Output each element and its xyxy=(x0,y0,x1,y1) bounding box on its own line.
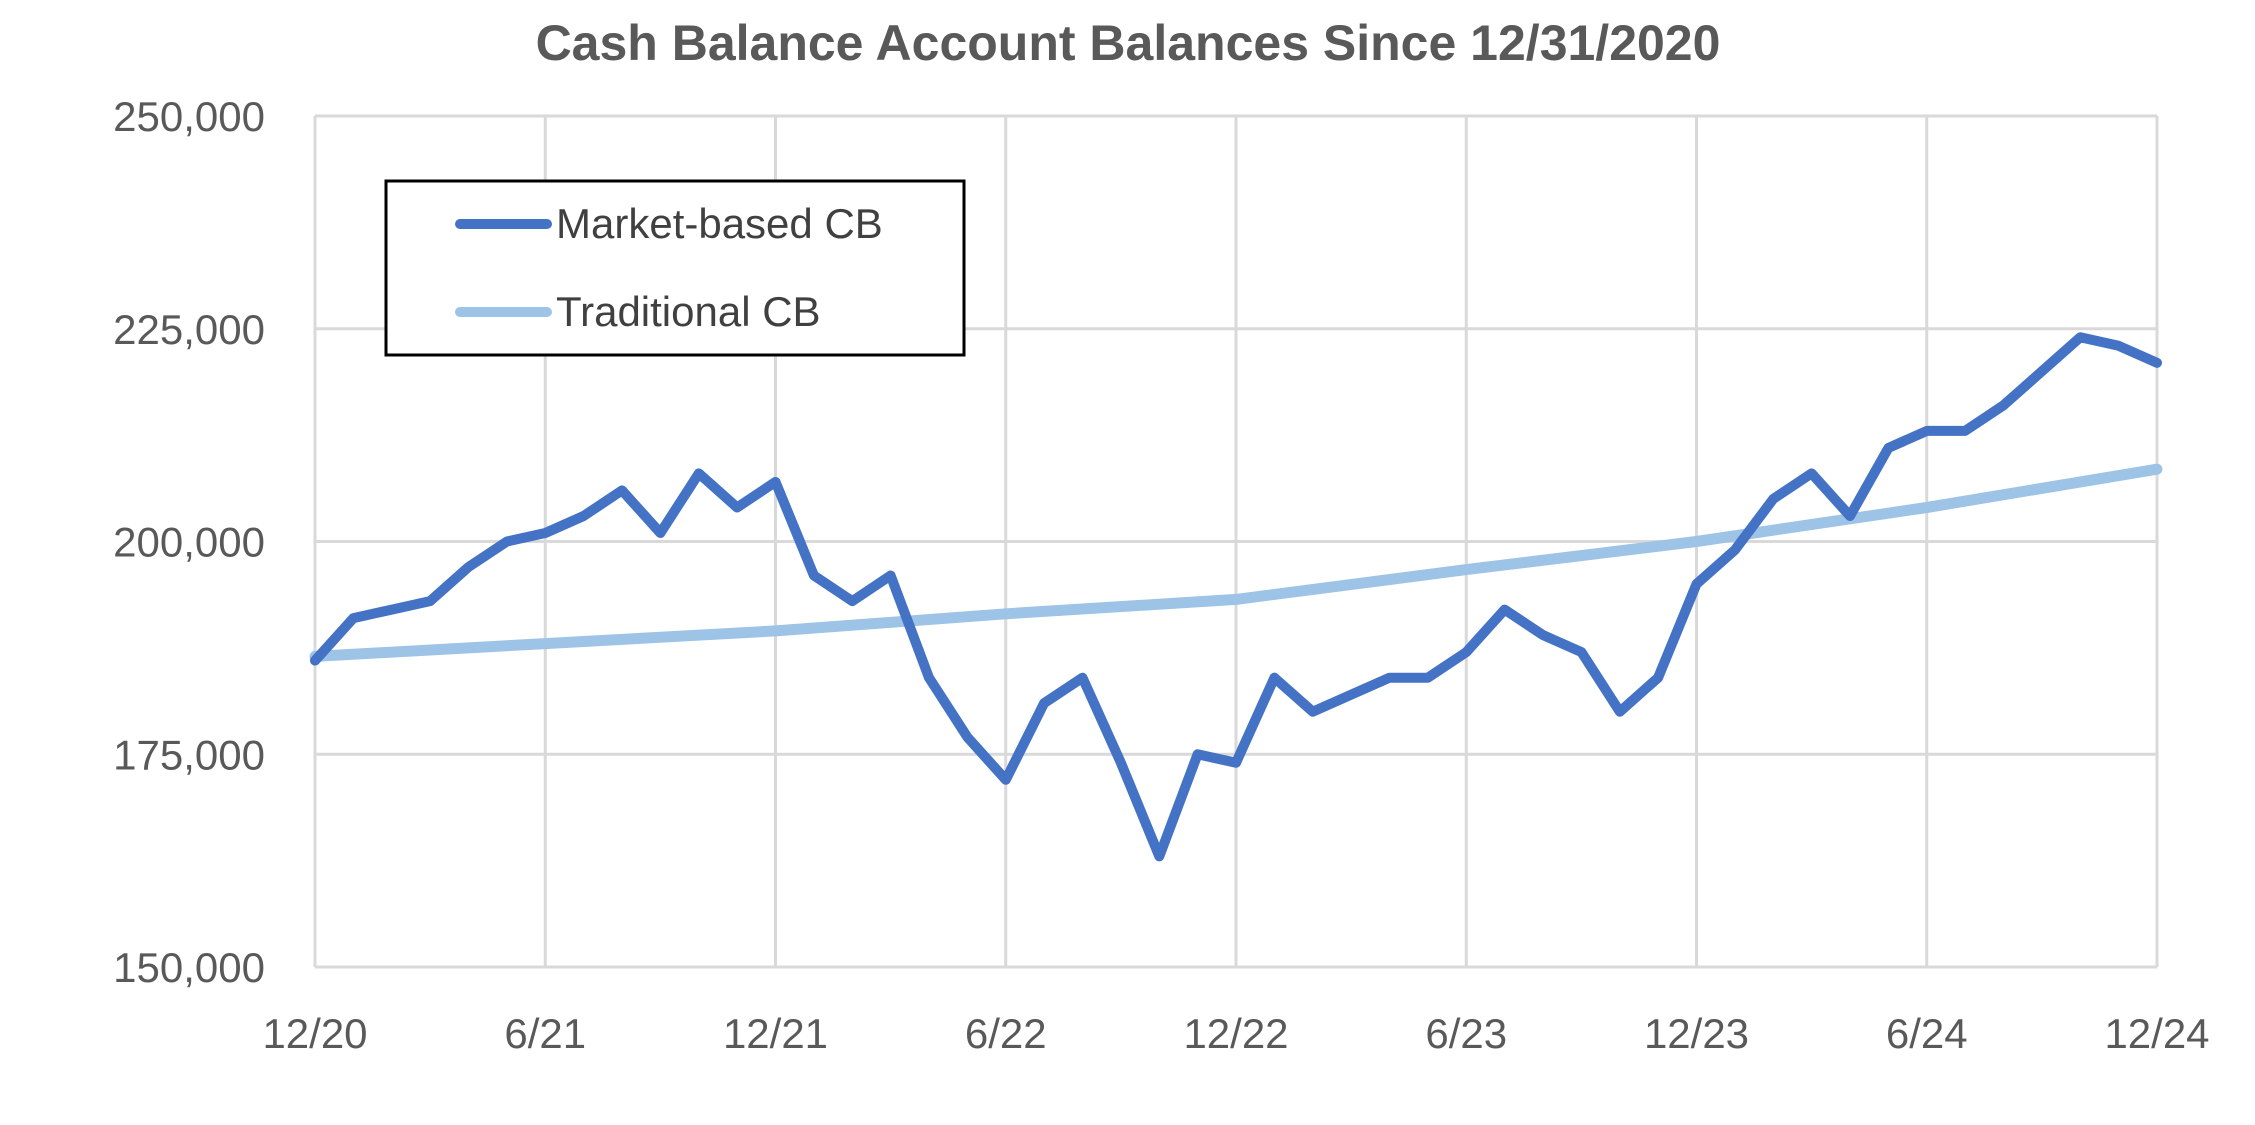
x-tick-label: 6/22 xyxy=(965,1010,1047,1057)
x-tick-label: 6/21 xyxy=(504,1010,586,1057)
x-tick-label: 12/22 xyxy=(1183,1010,1288,1057)
series-line-market-based xyxy=(310,332,2162,862)
legend: Market-based CB Traditional CB xyxy=(384,179,966,357)
chart-title: Cash Balance Account Balances Since 12/3… xyxy=(536,15,1721,71)
legend-box xyxy=(384,179,966,357)
y-tick-label: 150,000 xyxy=(113,944,265,991)
legend-label-traditional: Traditional CB xyxy=(556,288,821,335)
x-tick-label: 12/24 xyxy=(2104,1010,2209,1057)
y-tick-label: 225,000 xyxy=(113,306,265,353)
x-tick-label: 12/20 xyxy=(262,1010,367,1057)
x-tick-label: 12/23 xyxy=(1644,1010,1749,1057)
y-axis-ticks: 150,000 175,000 200,000 225,000 250,000 xyxy=(113,93,265,991)
y-tick-label: 200,000 xyxy=(113,519,265,566)
y-tick-label: 250,000 xyxy=(113,93,265,140)
x-tick-label: 6/24 xyxy=(1886,1010,1968,1057)
legend-label-market-based: Market-based CB xyxy=(556,200,883,247)
x-tick-label: 6/23 xyxy=(1425,1010,1507,1057)
y-tick-label: 175,000 xyxy=(113,731,265,778)
x-tick-label: 12/21 xyxy=(723,1010,828,1057)
x-axis-ticks: 12/20 6/21 12/21 6/22 12/22 6/23 12/23 6/24 12/2… xyxy=(262,1010,2209,1057)
grid-lines xyxy=(313,114,2159,969)
series-lines xyxy=(309,332,2163,862)
